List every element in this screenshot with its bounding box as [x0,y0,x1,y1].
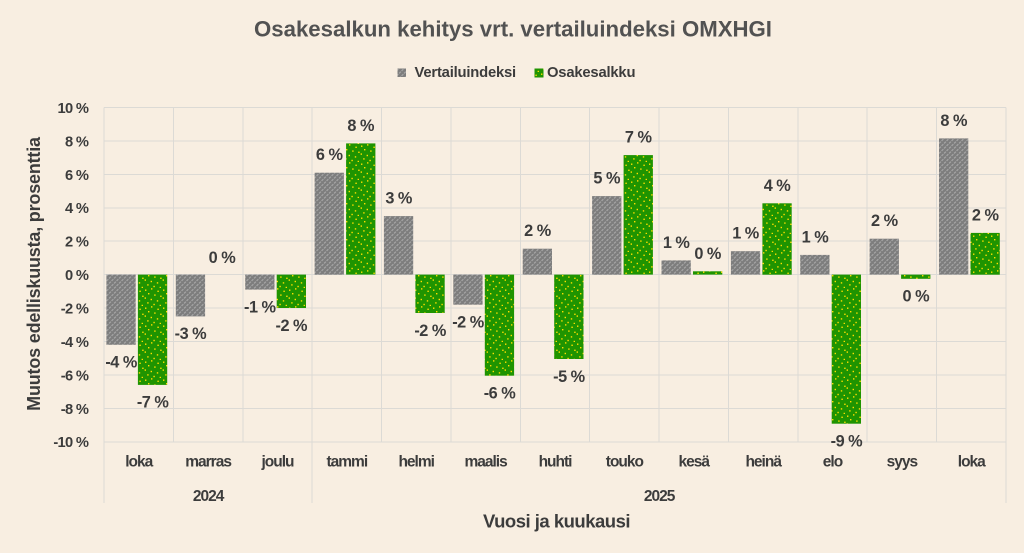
svg-text:2 %: 2 % [871,212,899,230]
svg-text:maalis: maalis [464,454,507,471]
svg-text:10 %: 10 % [58,101,89,117]
svg-text:6 %: 6 % [316,146,344,164]
svg-text:-3 %: -3 % [175,325,208,343]
svg-text:syys: syys [887,454,918,471]
svg-text:tammi: tammi [326,454,367,471]
svg-text:joulu: joulu [260,454,294,471]
svg-text:heinä: heinä [745,454,782,471]
svg-text:-8 %: -8 % [61,402,89,418]
svg-text:Muutos edelliskuusta, prosentt: Muutos edelliskuusta, prosenttia [24,136,44,411]
svg-text:1 %: 1 % [802,228,830,246]
svg-text:1 %: 1 % [732,225,760,243]
svg-text:0 %: 0 % [903,288,931,306]
svg-text:Vertailuindeksi: Vertailuindeksi [415,65,517,81]
svg-text:Osakesalkun kehitys vrt. verta: Osakesalkun kehitys vrt. vertailuindeksi… [254,17,772,42]
svg-text:0 %: 0 % [209,249,237,267]
svg-text:5 %: 5 % [593,170,621,188]
svg-text:4 %: 4 % [764,177,792,195]
svg-text:-9 %: -9 % [831,432,864,450]
svg-text:Osakesalkku: Osakesalkku [547,65,635,81]
svg-text:kesä: kesä [679,454,711,471]
svg-text:8 %: 8 % [65,134,89,150]
svg-text:2024: 2024 [193,488,225,505]
svg-text:0 %: 0 % [65,268,89,284]
svg-text:8 %: 8 % [347,117,375,135]
svg-text:touko: touko [606,454,644,471]
svg-text:8 %: 8 % [940,112,968,130]
svg-text:elo: elo [823,454,843,471]
svg-text:huhti: huhti [539,454,573,471]
svg-text:-7 %: -7 % [137,394,170,412]
svg-text:loka: loka [125,454,153,471]
svg-text:3 %: 3 % [385,190,413,208]
svg-text:Vuosi ja kuukausi: Vuosi ja kuukausi [483,511,630,532]
svg-text:-2 %: -2 % [452,313,485,331]
svg-text:-4 %: -4 % [61,335,89,351]
svg-text:2 %: 2 % [65,235,89,251]
svg-text:1 %: 1 % [663,234,691,252]
svg-text:marras: marras [185,454,231,471]
svg-text:-4 %: -4 % [105,354,138,372]
svg-text:4 %: 4 % [65,201,89,217]
svg-text:helmi: helmi [398,454,434,471]
svg-text:2025: 2025 [644,488,676,505]
svg-text:-1 %: -1 % [244,298,277,316]
svg-text:-2 %: -2 % [414,322,447,340]
svg-text:loka: loka [958,454,986,471]
svg-text:-10 %: -10 % [53,435,89,451]
svg-text:-6 %: -6 % [61,368,89,384]
svg-text:-2 %: -2 % [61,302,89,318]
svg-text:6 %: 6 % [65,168,89,184]
svg-text:-2 %: -2 % [276,317,309,335]
svg-text:2 %: 2 % [524,222,552,240]
svg-text:-6 %: -6 % [484,385,517,403]
svg-text:7 %: 7 % [625,129,653,147]
svg-text:2 %: 2 % [972,206,1000,224]
svg-text:-5 %: -5 % [553,368,586,386]
svg-text:0 %: 0 % [694,245,722,263]
